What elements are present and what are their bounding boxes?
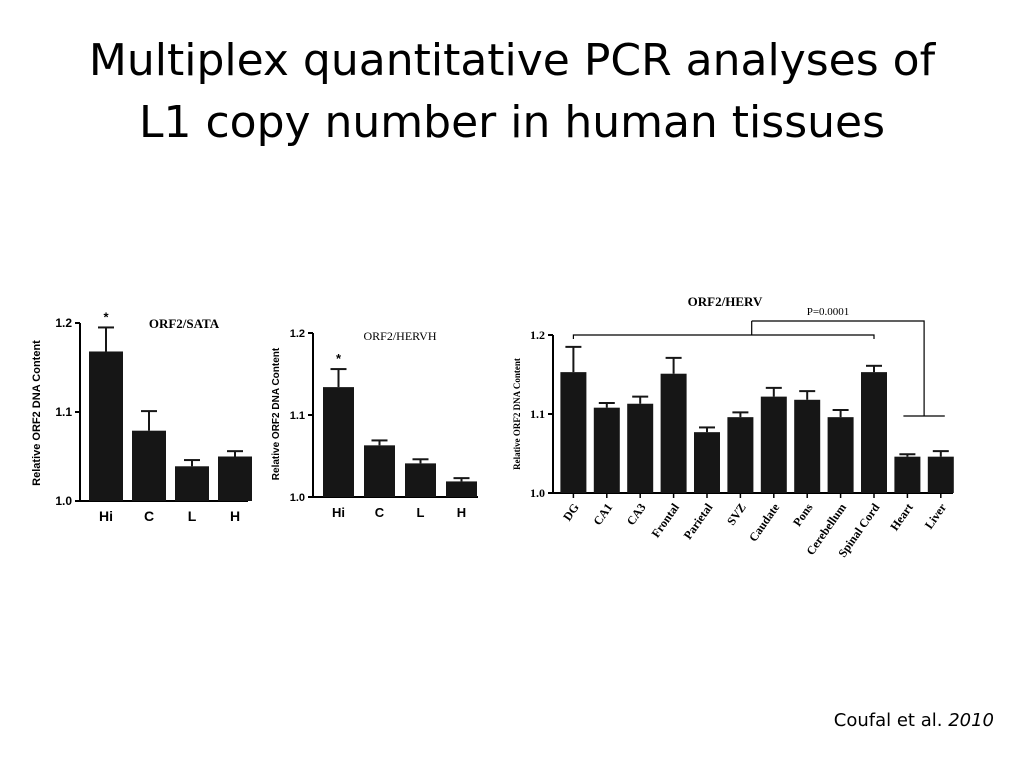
y-tick-label: 1.0 [530,486,545,500]
y-tick-label: 1.1 [290,410,305,422]
y-tick-label: 1.2 [290,328,305,340]
x-tick-label: C [144,508,154,524]
y-axis-label: Relative ORF2 DNA Content [31,340,43,486]
x-tick-label: Parietal [681,500,716,542]
y-axis-label: Relative ORF2 DNA Content [512,358,522,470]
bar [560,372,587,493]
bar [861,372,887,493]
bar [627,403,654,493]
x-tick-label: Pons [790,500,816,529]
bar [660,373,687,493]
slide-title-line-1: Multiplex quantitative PCR analyses of [88,35,936,86]
x-tick-label: SVZ [724,501,749,528]
y-tick-label: 1.1 [55,405,72,419]
x-tick-label: L [417,505,425,520]
bar [323,387,354,497]
y-tick-label: 1.0 [290,492,305,504]
bar [694,432,720,493]
bar [405,463,436,497]
citation: Coufal et al. 2010 [834,710,994,731]
significance-star: * [103,309,109,324]
y-tick-label: 1.1 [530,407,545,421]
x-tick-label: CA3 [624,501,649,528]
y-tick-label: 1.2 [530,328,545,342]
bar [446,481,477,497]
x-tick-label: C [375,505,385,520]
bar [132,430,166,501]
bracket-brain [572,334,875,339]
bar [175,466,209,501]
chart-title: ORF2/HERVH [363,329,436,343]
bar [760,396,787,493]
slide-title: Multiplex quantitative PCR analyses of L… [0,30,1024,154]
significance-star: * [336,351,342,366]
bar [927,456,954,493]
bar [364,445,395,497]
chart-orf2-herv: ORF2/HERV Relative ORF2 DNA Content P=0.… [512,294,954,560]
x-tick-label: CA1 [590,501,615,528]
bar [727,417,754,493]
x-tick-label: Hi [332,505,345,520]
p-value-label: P=0.0001 [807,306,850,318]
y-axis-label: Relative ORF2 DNA Content [271,347,282,480]
y-tick-label: 1.2 [55,316,72,330]
chart-orf2-sata: ORF2/SATA Relative ORF2 DNA Content 1.0 1… [31,309,252,524]
bar [827,417,854,493]
x-tick-label: Hi [99,508,113,524]
x-tick-label: Liver [922,500,950,532]
x-tick-label: DG [560,501,582,524]
x-tick-label: H [230,508,240,524]
x-tick-label: H [457,505,466,520]
citation-authors: Coufal et al. [833,710,943,731]
bar [794,399,821,493]
x-tick-label: Heart [887,501,916,534]
chart-title: ORF2/HERV [688,294,763,309]
x-tick-label: L [188,508,197,524]
chart-title: ORF2/SATA [149,316,220,331]
x-tick-label: Caudate [746,500,783,544]
bracket-top [751,320,925,416]
bar [593,407,620,493]
chart-orf2-hervh: ORF2/HERVH Relative ORF2 DNA Content 1.0… [271,328,478,520]
x-tick-label: Frontal [649,500,683,540]
slide-title-line-2: L1 copy number in human tissues [138,97,886,148]
y-tick-label: 1.0 [55,494,72,508]
bar [894,456,921,493]
bar [218,456,252,501]
bar [89,351,123,501]
citation-year: 2010 [948,710,994,731]
